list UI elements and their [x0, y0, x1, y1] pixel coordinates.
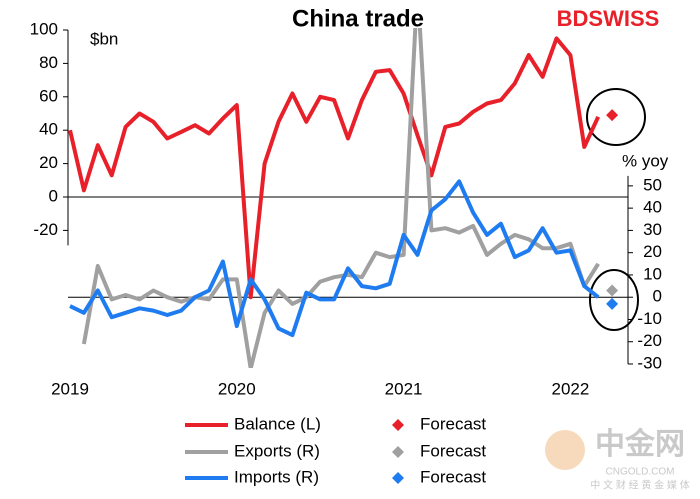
legend-label: Forecast: [420, 414, 486, 433]
y-tick-label: -20: [33, 220, 58, 239]
forecast-marker: [606, 284, 619, 297]
y-tick-label: 0: [49, 186, 58, 205]
y-tick-label: 80: [39, 53, 58, 72]
legend-label: Forecast: [420, 441, 486, 460]
x-tick-label: 2019: [51, 379, 89, 398]
x-tick-label: 2020: [218, 379, 256, 398]
legend-marker: [392, 472, 404, 484]
legend-label: Exports (R): [234, 441, 320, 460]
y2-tick-label: -30: [637, 353, 662, 372]
y2-tick-label: 40: [643, 198, 662, 217]
x-tick-label: 2022: [551, 379, 589, 398]
y2-tick-label: -20: [637, 331, 662, 350]
chart-title: China trade: [292, 5, 424, 32]
highlight-circle: [589, 269, 639, 331]
y-axis-label: $bn: [90, 29, 118, 48]
y-tick-label: 60: [39, 86, 58, 105]
y2-tick-label: -10: [637, 309, 662, 328]
watermark-icon: [545, 430, 585, 470]
y2-axis-label: % yoy: [622, 151, 669, 170]
watermark: 中 文 财 经 黄 金 媒 体: [590, 479, 689, 492]
series-line: [69, 179, 600, 338]
watermark: 中金网: [595, 427, 685, 461]
y2-tick-label: 30: [643, 220, 662, 239]
legend-marker: [392, 419, 404, 431]
x-tick-label: 2021: [385, 379, 423, 398]
y-tick-label: 100: [30, 19, 58, 38]
y2-tick-label: 10: [643, 264, 662, 283]
series-line: [68, 36, 601, 300]
plot-area: [68, 28, 619, 368]
legend-label: Imports (R): [234, 467, 319, 486]
y2-tick-label: 0: [653, 287, 662, 306]
series-line: [81, 28, 600, 368]
legend-label: Balance (L): [234, 414, 321, 433]
y-tick-label: 20: [39, 153, 58, 172]
brand-logo: BDSWISS: [557, 6, 660, 31]
forecast-marker: [606, 109, 619, 122]
legend-label: Forecast: [420, 467, 486, 486]
y-tick-label: 40: [39, 120, 58, 139]
forecast-marker: [606, 297, 619, 310]
legend-marker: [392, 446, 404, 458]
watermark: CNGOLD.COM: [606, 467, 675, 478]
highlight-circle: [586, 88, 646, 146]
y2-tick-label: 50: [643, 175, 662, 194]
y2-tick-label: 20: [643, 242, 662, 261]
